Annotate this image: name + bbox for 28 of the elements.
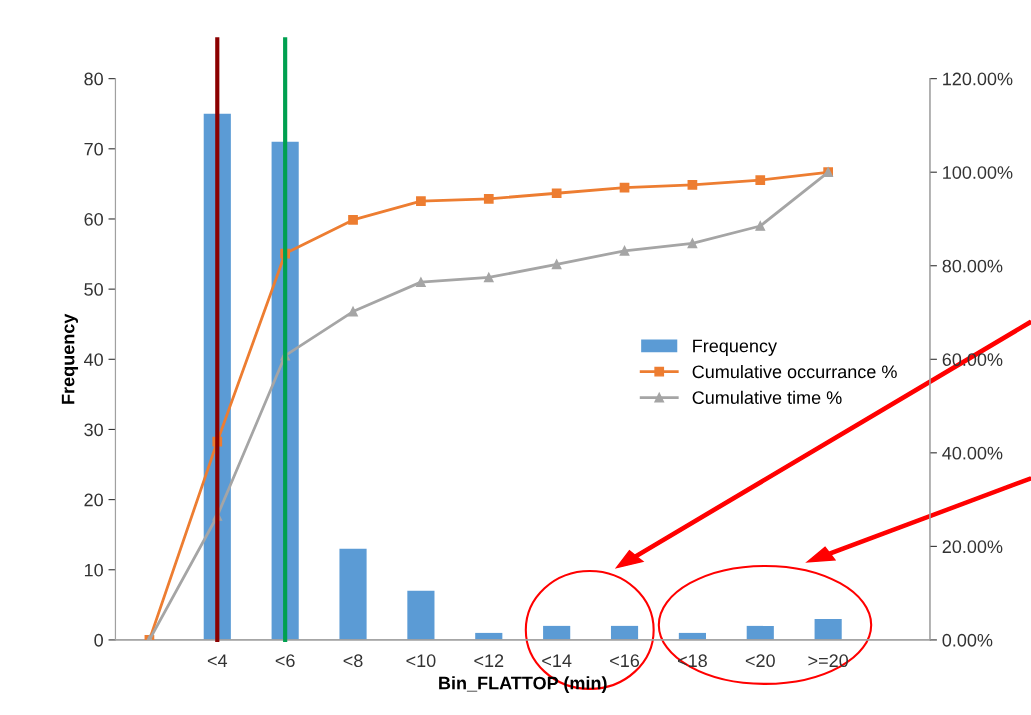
y2-tick-label: 120.00% xyxy=(943,72,1013,86)
y-tick-label: 50 xyxy=(84,283,103,296)
y-tick-label: 0 xyxy=(94,633,103,647)
y-tick-label: 40 xyxy=(84,353,103,367)
y2-tick-label: 0.00% xyxy=(942,633,993,647)
y2-tick-label: 40.00% xyxy=(942,446,1003,460)
legend-label: Cumulative time % xyxy=(692,390,842,405)
x-tick-label: <8 xyxy=(343,654,363,668)
y-tick-label: 30 xyxy=(84,423,103,437)
x-tick-label: >=20 xyxy=(808,654,849,668)
y2-tick-label: 20.00% xyxy=(942,540,1003,554)
legend-label: Frequency xyxy=(693,339,777,356)
x-tick-label: <4 xyxy=(207,654,228,667)
y2-tick-label: 80.00% xyxy=(942,259,1003,273)
x-tick-label: <12 xyxy=(474,654,504,667)
y-tick-label: 60 xyxy=(84,212,103,226)
y-tick-label: 10 xyxy=(84,563,103,577)
x-tick-label: <20 xyxy=(745,654,775,668)
x-tick-label: <14 xyxy=(542,654,572,667)
y2-tick-label: 100.00% xyxy=(943,166,1013,179)
x-tick-label: <6 xyxy=(275,654,295,668)
legend-label: Cumulative occurrance % xyxy=(692,364,897,379)
y-tick-label: 80 xyxy=(84,72,103,86)
y-axis-title: Frequency xyxy=(61,313,79,404)
x-tick-label: <10 xyxy=(406,654,436,668)
x-tick-label: <16 xyxy=(610,654,640,668)
y-tick-label: 20 xyxy=(84,493,103,507)
y-tick-label: 70 xyxy=(84,142,103,156)
